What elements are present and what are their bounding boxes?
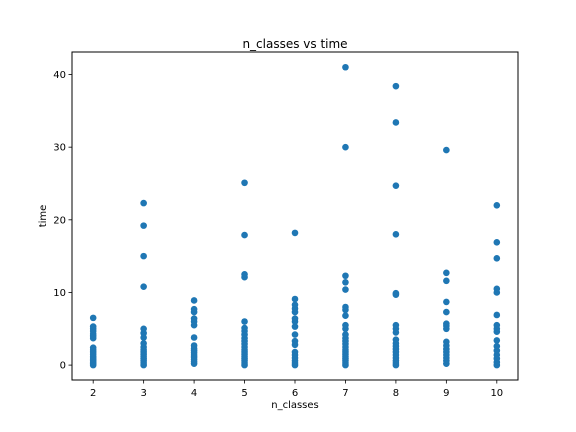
data-point [241, 270, 248, 278]
y-axis-label: time [38, 205, 49, 228]
data-point [392, 321, 400, 329]
data-point [140, 222, 147, 229]
data-point [493, 337, 501, 344]
x-tick-label: 4 [191, 388, 197, 399]
y-tick-label: 10 [53, 288, 66, 299]
data-point [291, 301, 299, 309]
data-point [190, 305, 198, 313]
data-point [342, 272, 349, 280]
data-point [493, 311, 501, 319]
x-tick-label: 5 [241, 388, 247, 399]
chart-title: n_classes vs time [242, 37, 347, 51]
data-point [140, 283, 147, 290]
ticks-layer: 2 3 4 5 6 7 8 9 10 0 10 20 30 40 [53, 70, 503, 399]
x-tick-label: 2 [90, 388, 96, 399]
data-point [342, 143, 349, 151]
data-point [291, 229, 299, 237]
data-point [392, 231, 400, 238]
y-tick-label: 30 [53, 143, 66, 154]
points-layer [89, 63, 501, 369]
data-point [443, 269, 450, 277]
x-tick-label: 7 [342, 388, 348, 399]
data-point [443, 320, 450, 327]
data-point [241, 231, 248, 239]
data-point [291, 337, 299, 345]
data-point [493, 255, 501, 262]
data-point [89, 314, 97, 322]
data-point [190, 342, 198, 349]
data-point [493, 285, 501, 293]
data-point [443, 338, 450, 346]
axes-frame [71, 51, 519, 381]
data-point [89, 323, 97, 330]
data-point [443, 146, 450, 154]
y-tick-label: 20 [53, 215, 66, 226]
data-point [140, 325, 147, 333]
data-point [241, 318, 248, 325]
data-point [342, 321, 349, 329]
data-point [443, 308, 450, 316]
data-point [291, 348, 299, 356]
data-point [291, 315, 299, 322]
data-point [241, 324, 248, 332]
data-point [493, 201, 501, 209]
x-tick-label: 8 [393, 388, 399, 399]
data-point [342, 331, 349, 338]
data-point [140, 252, 147, 260]
x-tick-label: 10 [490, 388, 503, 399]
data-point [392, 289, 400, 297]
data-point [342, 303, 349, 311]
x-tick-label: 3 [140, 388, 146, 399]
data-point [342, 63, 349, 71]
data-point [291, 323, 299, 330]
x-axis-label: n_classes [271, 400, 319, 411]
data-point [392, 119, 400, 126]
data-point [342, 312, 349, 320]
data-point [190, 297, 198, 304]
data-point [443, 277, 450, 285]
data-point [140, 199, 147, 207]
data-point [493, 342, 501, 350]
x-tick-label: 6 [292, 388, 298, 399]
data-point [342, 278, 349, 286]
y-tick-label: 40 [53, 70, 66, 81]
y-tick-label: 0 [60, 361, 66, 372]
data-point [241, 179, 248, 187]
data-point [392, 336, 400, 343]
x-tick-label: 9 [443, 388, 449, 399]
data-point [291, 331, 299, 338]
data-point [190, 315, 198, 322]
data-point [140, 340, 147, 347]
data-point [392, 82, 400, 90]
data-point [392, 182, 400, 189]
data-point [89, 344, 97, 351]
data-point [493, 321, 501, 329]
data-point [342, 286, 349, 293]
data-point [443, 298, 450, 306]
data-point [190, 334, 198, 341]
data-point [291, 295, 299, 303]
data-point [493, 239, 501, 246]
